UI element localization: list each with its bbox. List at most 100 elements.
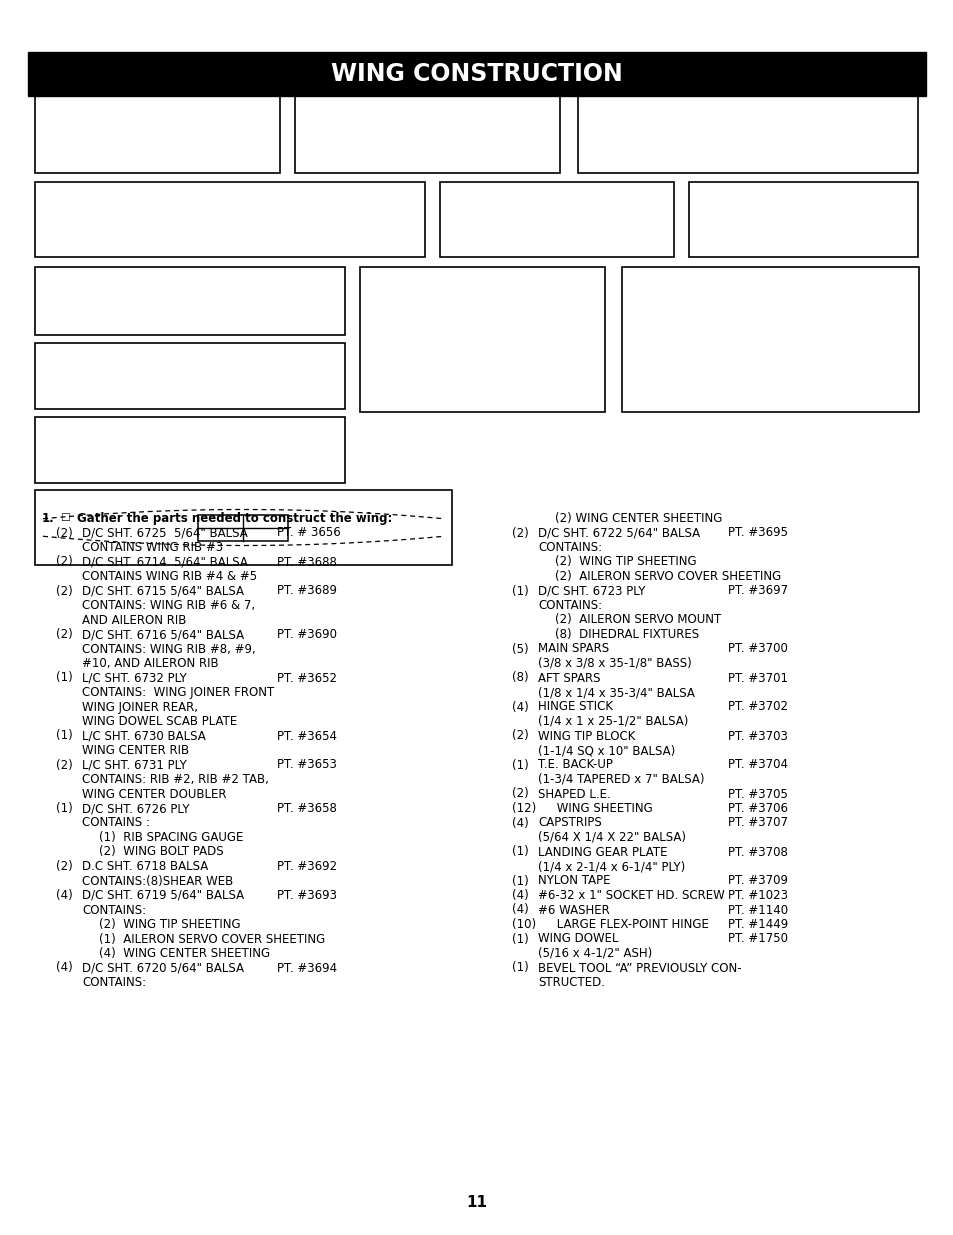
Text: D.C SHT. 6718 BALSA: D.C SHT. 6718 BALSA: [82, 860, 208, 873]
Text: #6-32 x 1" SOCKET HD. SCREW: #6-32 x 1" SOCKET HD. SCREW: [537, 889, 724, 902]
Text: PT. #3695: PT. #3695: [727, 526, 787, 540]
Text: D/C SHT. 6726 PLY: D/C SHT. 6726 PLY: [82, 802, 190, 815]
Text: PT. #3704: PT. #3704: [727, 758, 787, 772]
Text: (8): (8): [512, 672, 528, 684]
Bar: [35, 343, 345, 409]
Text: CONTAINS WING RIB #4 & #5: CONTAINS WING RIB #4 & #5: [82, 571, 257, 583]
Text: CONTAINS:(8)SHEAR WEB: CONTAINS:(8)SHEAR WEB: [82, 874, 233, 888]
Text: CONTAINS: RIB #2, RIB #2 TAB,: CONTAINS: RIB #2, RIB #2 TAB,: [82, 773, 269, 785]
Text: PT. #3654: PT. #3654: [276, 730, 336, 742]
Text: (1-1/4 SQ x 10" BALSA): (1-1/4 SQ x 10" BALSA): [537, 743, 675, 757]
Text: PT. #3688: PT. #3688: [276, 556, 336, 568]
Bar: [359, 267, 604, 412]
Text: WING CENTER DOUBLER: WING CENTER DOUBLER: [82, 788, 226, 800]
Text: (2): (2): [56, 860, 72, 873]
Text: L/C SHT. 6732 PLY: L/C SHT. 6732 PLY: [82, 672, 187, 684]
Text: 1.: 1.: [42, 513, 54, 525]
Text: D/C SHT. 6722 5/64" BALSA: D/C SHT. 6722 5/64" BALSA: [537, 526, 700, 540]
Text: (1-3/4 TAPERED x 7" BALSA): (1-3/4 TAPERED x 7" BALSA): [537, 773, 703, 785]
Text: WING DOWEL: WING DOWEL: [537, 932, 618, 946]
Bar: [198, 515, 288, 541]
Text: PT. #3652: PT. #3652: [276, 672, 336, 684]
Text: D/C SHT. 6719 5/64" BALSA: D/C SHT. 6719 5/64" BALSA: [82, 889, 244, 902]
Text: (1/4 x 1 x 25-1/2" BALSA): (1/4 x 1 x 25-1/2" BALSA): [537, 715, 688, 727]
Text: (2): (2): [56, 556, 72, 568]
Text: T.E. BACK-UP: T.E. BACK-UP: [537, 758, 612, 772]
Text: AND AILERON RIB: AND AILERON RIB: [82, 614, 186, 626]
Text: D/C SHT. 6715 5/64" BALSA: D/C SHT. 6715 5/64" BALSA: [82, 584, 244, 598]
Text: D/C SHT. 6723 PLY: D/C SHT. 6723 PLY: [537, 584, 644, 598]
Text: (10): (10): [512, 918, 536, 931]
Text: (1): (1): [56, 730, 72, 742]
Text: HINGE STICK: HINGE STICK: [537, 700, 613, 714]
Bar: [578, 95, 917, 173]
Text: PT. #3697: PT. #3697: [727, 584, 787, 598]
Text: #10, AND AILERON RIB: #10, AND AILERON RIB: [82, 657, 218, 671]
Text: LARGE FLEX-POINT HINGE: LARGE FLEX-POINT HINGE: [537, 918, 708, 931]
Text: (4): (4): [512, 889, 528, 902]
Text: LANDING GEAR PLATE: LANDING GEAR PLATE: [537, 846, 667, 858]
Text: WING CENTER RIB: WING CENTER RIB: [82, 743, 189, 757]
Text: PT. #3709: PT. #3709: [727, 874, 787, 888]
Text: PT. #3689: PT. #3689: [276, 584, 336, 598]
Text: (2)  WING TIP SHEETING: (2) WING TIP SHEETING: [555, 556, 696, 568]
Text: CONTAINS:  WING JOINER FRONT: CONTAINS: WING JOINER FRONT: [82, 685, 274, 699]
Text: (4)  WING CENTER SHEETING: (4) WING CENTER SHEETING: [99, 947, 270, 960]
Text: #6 WASHER: #6 WASHER: [537, 904, 609, 916]
Text: PT. #1023: PT. #1023: [727, 889, 787, 902]
Text: (1)  AILERON SERVO COVER SHEETING: (1) AILERON SERVO COVER SHEETING: [99, 932, 325, 946]
Bar: [439, 182, 673, 257]
Text: D/C SHT. 6716 5/64" BALSA: D/C SHT. 6716 5/64" BALSA: [82, 629, 244, 641]
Text: PT. #1449: PT. #1449: [727, 918, 787, 931]
Text: (1): (1): [512, 846, 528, 858]
Text: (4): (4): [512, 700, 528, 714]
Text: (2): (2): [512, 730, 528, 742]
Text: WING SHEETING: WING SHEETING: [537, 802, 652, 815]
Text: (1): (1): [512, 932, 528, 946]
Text: (2)  WING TIP SHEETING: (2) WING TIP SHEETING: [99, 918, 240, 931]
Text: PT. #3707: PT. #3707: [727, 816, 787, 830]
Text: (5/16 x 4-1/2" ASH): (5/16 x 4-1/2" ASH): [537, 947, 652, 960]
Text: (3/8 x 3/8 x 35-1/8" BASS): (3/8 x 3/8 x 35-1/8" BASS): [537, 657, 691, 671]
Bar: [35, 182, 424, 257]
Bar: [294, 95, 559, 173]
Text: PT. #3658: PT. #3658: [276, 802, 336, 815]
Text: WING DOWEL SCAB PLATE: WING DOWEL SCAB PLATE: [82, 715, 237, 727]
Text: (2): (2): [56, 584, 72, 598]
Text: (1): (1): [512, 584, 528, 598]
Text: (1/4 x 2-1/4 x 6-1/4" PLY): (1/4 x 2-1/4 x 6-1/4" PLY): [537, 860, 684, 873]
Bar: [35, 267, 345, 335]
Text: Gather the parts needed to construct the wing:: Gather the parts needed to construct the…: [77, 513, 392, 525]
Text: NYLON TAPE: NYLON TAPE: [537, 874, 610, 888]
Text: (2): (2): [56, 758, 72, 772]
Text: CAPSTRIPS: CAPSTRIPS: [537, 816, 601, 830]
Text: PT. #3700: PT. #3700: [727, 642, 787, 656]
Text: PT. #3702: PT. #3702: [727, 700, 787, 714]
Text: PT. #3706: PT. #3706: [727, 802, 787, 815]
Text: PT. #3653: PT. #3653: [276, 758, 336, 772]
Bar: [35, 490, 452, 564]
Text: SHAPED L.E.: SHAPED L.E.: [537, 788, 610, 800]
Text: L/C SHT. 6731 PLY: L/C SHT. 6731 PLY: [82, 758, 187, 772]
Text: (1)  RIB SPACING GAUGE: (1) RIB SPACING GAUGE: [99, 831, 243, 844]
Text: L/C SHT. 6730 BALSA: L/C SHT. 6730 BALSA: [82, 730, 206, 742]
Text: (1): (1): [56, 672, 72, 684]
Text: (1): (1): [512, 874, 528, 888]
Bar: [35, 95, 280, 173]
Text: (2): (2): [512, 526, 528, 540]
Text: (4): (4): [56, 962, 72, 974]
Text: PT. #1750: PT. #1750: [727, 932, 787, 946]
Text: WING CONSTRUCTION: WING CONSTRUCTION: [331, 62, 622, 86]
Text: (2): (2): [512, 788, 528, 800]
Text: (8)  DIHEDRAL FIXTURES: (8) DIHEDRAL FIXTURES: [555, 629, 699, 641]
Text: (2): (2): [56, 629, 72, 641]
Text: CONTAINS WING RIB #3: CONTAINS WING RIB #3: [82, 541, 223, 555]
Text: D/C SHT. 6720 5/64" BALSA: D/C SHT. 6720 5/64" BALSA: [82, 962, 244, 974]
Text: CONTAINS :: CONTAINS :: [82, 816, 150, 830]
Text: WING TIP BLOCK: WING TIP BLOCK: [537, 730, 635, 742]
Text: (2)  AILERON SERVO COVER SHEETING: (2) AILERON SERVO COVER SHEETING: [555, 571, 781, 583]
Bar: [621, 267, 918, 412]
Text: PT. #3694: PT. #3694: [276, 962, 336, 974]
Text: PT. #3708: PT. #3708: [727, 846, 787, 858]
Text: CONTAINS: WING RIB #6 & 7,: CONTAINS: WING RIB #6 & 7,: [82, 599, 254, 613]
